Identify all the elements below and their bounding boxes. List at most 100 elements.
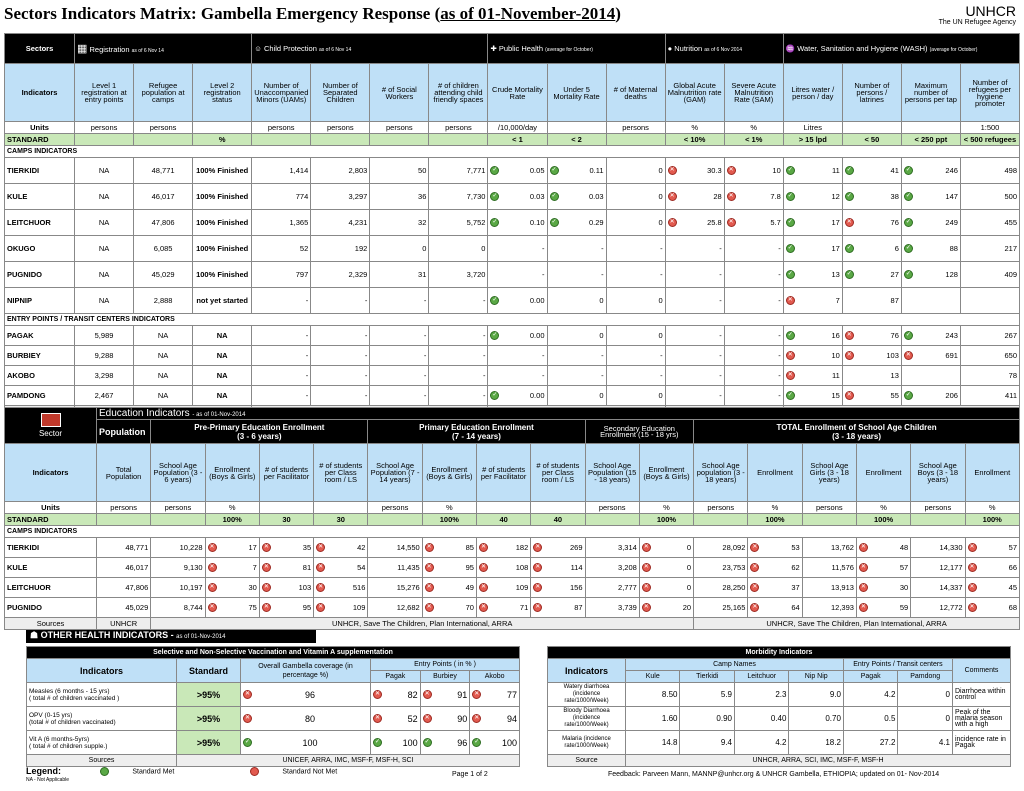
cell-value: 246: [945, 166, 958, 175]
morbidity-column-header: Pagak: [842, 670, 899, 683]
cell-value: 797: [295, 270, 309, 279]
education-group-row: Population Pre-Primary Education Enrollm…: [4, 419, 1020, 444]
education-cell: 12,682: [367, 597, 423, 618]
vaccination-standard: >95%: [176, 682, 241, 707]
cell-value: 70: [465, 603, 474, 612]
cell-value: 10: [831, 351, 840, 360]
cell-value: 88: [949, 244, 958, 253]
cell-value: 243: [945, 331, 958, 340]
standard-not-met-icon: ✕: [641, 583, 651, 592]
education-column-header: School Age Boys (3 - 18 years): [910, 443, 966, 502]
standard-not-met-icon: ✕: [243, 713, 252, 723]
cell-value: -: [423, 391, 427, 400]
cell-value: -: [778, 244, 781, 253]
education-standard-cell: 30: [313, 513, 369, 526]
standard-met-icon: ✓: [490, 166, 500, 175]
indicator-column-header: Level 1 registration at entry points: [73, 63, 135, 122]
standard-not-met-icon: ✕: [316, 563, 326, 572]
vaccination-standard-label: Standard: [176, 658, 241, 683]
data-cell: ✕ 55: [841, 385, 902, 406]
cell-value: 57: [899, 563, 909, 572]
cell-value: 0: [686, 543, 692, 552]
cell-value: 5.7: [770, 218, 781, 227]
cell-value: 14,337: [939, 583, 963, 592]
feedback-footer: Feedback: Parveen Mann, MANNP@unhcr.org …: [608, 771, 940, 778]
standard-met-icon: ✓: [903, 218, 913, 227]
cell-value: 0.10: [529, 218, 545, 227]
cell-value: -: [660, 244, 663, 253]
coverage-label: Overall Gambella coverage (in percentage…: [240, 658, 371, 683]
cell-value: -: [778, 351, 781, 360]
standard-met-icon: ✓: [903, 192, 913, 201]
data-cell: -: [369, 365, 430, 386]
data-cell: ✓ 0.03: [546, 183, 607, 210]
data-cell: ✕ 30.3: [664, 157, 725, 184]
education-cell: 3,208: [584, 557, 640, 578]
standard-not-met-icon: ✕: [261, 563, 271, 572]
cell-value: 109: [515, 583, 529, 592]
location-row: NIPNIP NA 2,888 not yet started - - - - ✓ 0.00 0 0-…: [4, 287, 1021, 314]
education-cell: 12,393: [801, 597, 857, 618]
education-cell: ✕ 20: [638, 597, 695, 618]
camp-name: KULE: [4, 557, 97, 578]
location-name: LEITCHUOR: [4, 209, 75, 236]
cell-value: 2,777: [618, 583, 637, 592]
data-cell: -: [664, 287, 725, 314]
point-akobo: Akobo: [469, 670, 520, 683]
cell-value: 76: [890, 331, 899, 340]
standard-met-icon: ✓: [844, 192, 854, 201]
entry-point-value: 91: [457, 689, 468, 700]
cell-value: 47,806: [125, 583, 149, 592]
data-cell: 100% Finished: [192, 261, 253, 288]
cell-value: -: [423, 331, 427, 340]
location-row: PAGAK 5,989 NA NA - - - - ✓ 0.00 0 0- - ✓ 16 ✕ 76 ✓ 243 267: [4, 325, 1021, 346]
cell-value: -: [305, 371, 309, 380]
cell-value: NA: [157, 351, 169, 360]
page-number: Page 1 of 2: [452, 771, 488, 778]
morbidity-sources-label: Source: [547, 754, 626, 767]
data-cell: ✓ 243: [900, 325, 961, 346]
cell-value: 52: [299, 244, 309, 253]
standard-met-icon: ✓: [243, 737, 252, 747]
data-cell: 0: [605, 287, 666, 314]
comments-label: Comments: [951, 658, 1012, 683]
cell-value: -: [305, 351, 309, 360]
standard-not-met-icon: ✕: [726, 218, 736, 227]
data-cell: ✓ 0.29: [546, 209, 607, 236]
cell-value: 2,467: [94, 391, 114, 400]
cell-value: 53: [791, 543, 800, 552]
vaccination-sources-label: Sources: [26, 754, 177, 767]
morbidity-group-row: Indicators Camp Names Entry Points / Tra…: [547, 658, 1012, 683]
cell-value: -: [482, 351, 486, 360]
standard-met-icon: ✓: [785, 192, 795, 201]
location-row: AKOBO 3,298 NA NA - - - - - - - - - ✕ 11 13 78: [4, 365, 1021, 386]
data-cell: ✕ 10: [782, 345, 843, 366]
cell-value: 0.05: [529, 166, 545, 175]
data-cell: 1,414: [251, 157, 312, 184]
data-cell: -: [664, 235, 725, 262]
cell-value: 37: [791, 583, 800, 592]
standard-not-met-icon: ✕: [243, 689, 252, 699]
indicator-column-header: # of children attending child friendly s…: [428, 63, 489, 122]
cell-value: 8,744: [183, 603, 203, 612]
cell-value: 650: [1004, 351, 1017, 360]
data-cell: 45,029: [133, 261, 194, 288]
entry-section-label: ENTRY POINTS / TRANSIT CENTERS INDICATOR…: [4, 313, 1020, 326]
education-cell: ✕ 37: [747, 577, 803, 598]
data-cell: -: [546, 365, 607, 386]
unit-cell: %: [664, 121, 725, 134]
data-cell: [900, 287, 961, 314]
cell-value: 409: [1004, 270, 1017, 279]
cell-value: 12: [831, 192, 840, 201]
legend-na: NA - Not Applicable: [26, 777, 70, 783]
unit-cell: /10,000/day: [487, 121, 548, 134]
cell-value: -: [601, 371, 604, 380]
standard-met-icon: ✓: [472, 737, 482, 747]
cell-value: -: [482, 331, 486, 340]
data-cell: 0: [546, 385, 607, 406]
data-cell: 4,231: [310, 209, 371, 236]
education-cell: ✕ 156: [530, 577, 586, 598]
education-column-header: School Age Girls (3 - 18 years): [801, 443, 857, 502]
cell-value: 9,288: [94, 351, 114, 360]
standard-met-icon: ✓: [903, 244, 913, 253]
